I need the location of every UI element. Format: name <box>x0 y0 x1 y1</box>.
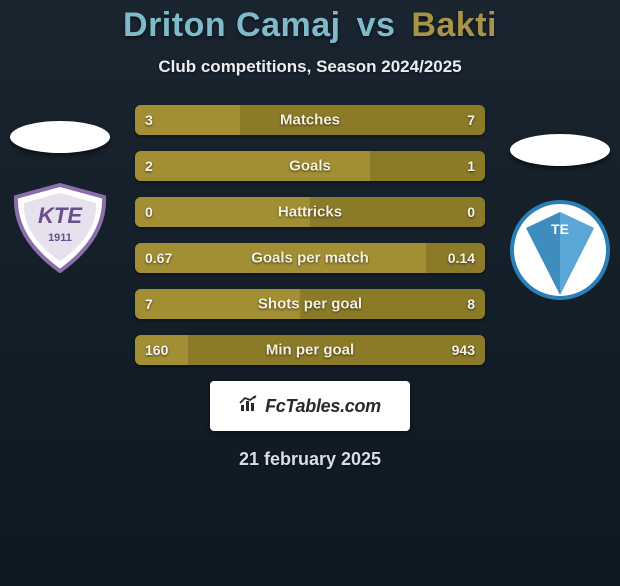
brand-box[interactable]: FcTables.com <box>210 381 410 431</box>
stat-bar-left <box>135 151 370 181</box>
country-flag-left <box>10 121 110 153</box>
stat-row: Min per goal160943 <box>135 335 485 365</box>
club-right: TE <box>500 134 620 304</box>
player1-name: Driton Camaj <box>123 6 341 44</box>
date: 21 february 2025 <box>0 449 620 470</box>
stat-bar-left <box>135 105 240 135</box>
stat-bar-left <box>135 289 300 319</box>
stat-bar-left <box>135 197 310 227</box>
stat-bar-right <box>310 197 485 227</box>
stat-bar-left <box>135 335 188 365</box>
club-badge-right: TE <box>510 196 610 304</box>
vs-text: vs <box>357 6 396 44</box>
stat-bar-right <box>370 151 486 181</box>
stat-row: Matches37 <box>135 105 485 135</box>
stat-row: Hattricks00 <box>135 197 485 227</box>
svg-text:KTE: KTE <box>38 203 83 228</box>
stat-bar-right <box>240 105 485 135</box>
brand-text: FcTables.com <box>265 396 381 417</box>
stat-bar-right <box>300 289 486 319</box>
subtitle: Club competitions, Season 2024/2025 <box>0 57 620 77</box>
stat-bar-left <box>135 243 426 273</box>
stat-row: Shots per goal78 <box>135 289 485 319</box>
svg-text:1911: 1911 <box>48 232 72 244</box>
svg-text:TE: TE <box>551 221 569 237</box>
player2-name: Bakti <box>411 6 497 44</box>
country-flag-right <box>510 134 610 166</box>
stats-list: Matches37 Goals21 Hattricks00 Goals per mat… <box>135 105 485 365</box>
club-left: KTE 1911 <box>0 121 120 273</box>
chart-icon <box>239 395 261 418</box>
page-title: Driton Camaj vs Bakti <box>0 6 620 45</box>
stat-row: Goals per match0.670.14 <box>135 243 485 273</box>
stat-row: Goals21 <box>135 151 485 181</box>
stat-bar-right <box>188 335 486 365</box>
club-badge-left: KTE 1911 <box>10 183 110 273</box>
stat-bar-right <box>426 243 486 273</box>
